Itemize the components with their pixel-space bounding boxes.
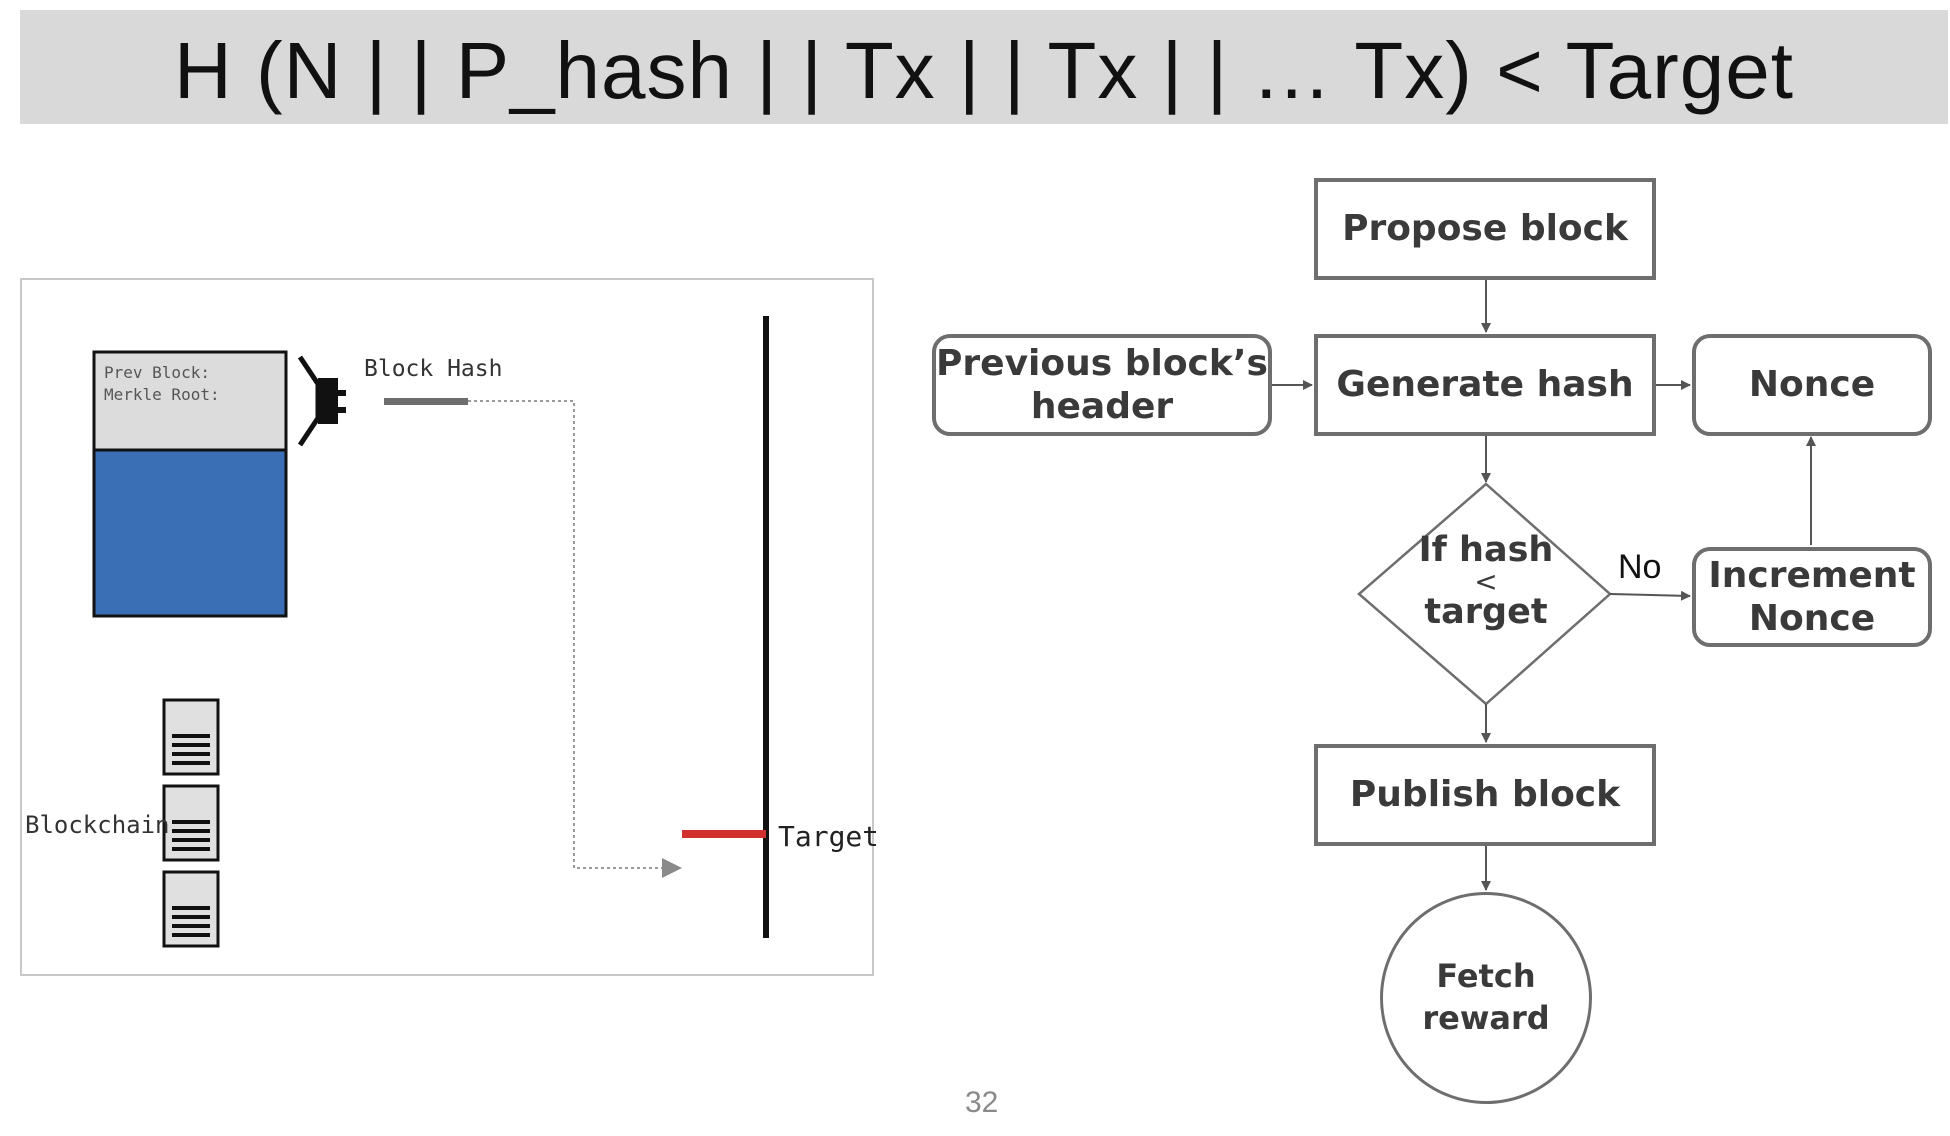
propose-block-node: Propose block (1314, 178, 1656, 280)
increment-nonce-line1: Increment (1708, 554, 1916, 596)
candidate-block: Prev Block: Merkle Root: (92, 350, 288, 618)
title-bar: H (N | | P_hash | | Tx | | Tx | | … Tx) … (20, 10, 1948, 124)
block-body-area (92, 448, 288, 618)
chain-block (162, 784, 220, 862)
block-prev-label: Prev Block: (104, 363, 210, 382)
no-branch-label: No (1618, 548, 1662, 586)
publish-block-label: Publish block (1349, 774, 1621, 816)
increment-nonce-line2: Nonce (1748, 598, 1876, 639)
decision-line2: < (1474, 564, 1498, 598)
target-label: Target (778, 820, 876, 853)
blockchain-stack (162, 698, 220, 948)
block-merkle-label: Merkle Root: (104, 385, 220, 404)
generate-hash-label: Generate hash (1336, 364, 1634, 406)
fetch-reward-node: Fetch reward (1380, 892, 1592, 1104)
decision-text: If hash < target (1386, 532, 1586, 631)
increment-nonce-node: Increment Nonce (1692, 547, 1932, 647)
decision-line3: target (1424, 591, 1548, 632)
block-header-area (92, 350, 288, 452)
previous-header-node: Previous block’s header (932, 334, 1272, 436)
mining-illustration: Prev Block: Merkle Root: Block Hash Targ… (25, 316, 876, 948)
publish-block-node: Publish block (1314, 744, 1656, 846)
nonce-node: Nonce (1692, 334, 1932, 436)
previous-header-label-line1: Previous block’s (936, 342, 1268, 384)
hash-path-line (468, 400, 670, 869)
chain-block (162, 870, 220, 948)
decision-line1: If hash (1418, 530, 1554, 570)
page-number: 32 (965, 1086, 999, 1119)
nonce-label: Nonce (1748, 364, 1876, 406)
previous-header-label-line2: header (1030, 386, 1174, 427)
block-hash-label: Block Hash (364, 356, 502, 382)
chain-block (162, 698, 220, 776)
slide-title: H (N | | P_hash | | Tx | | Tx | | … Tx) … (174, 26, 1794, 115)
fetch-reward-line1: Fetch (1436, 957, 1536, 996)
arrow-decision-to-increment (1609, 590, 1691, 601)
generate-hash-node: Generate hash (1314, 334, 1656, 436)
mining-illustration-panel: Prev Block: Merkle Root: Block Hash Targ… (20, 278, 876, 976)
hash-path-arrowhead (662, 858, 682, 878)
fetch-reward-line2: reward (1422, 999, 1550, 1037)
propose-block-label: Propose block (1342, 208, 1628, 250)
blockchain-label: Blockchain (25, 811, 170, 839)
hash-output-bar (384, 398, 468, 405)
target-marker (682, 830, 766, 838)
hash-function-icon (297, 355, 346, 447)
